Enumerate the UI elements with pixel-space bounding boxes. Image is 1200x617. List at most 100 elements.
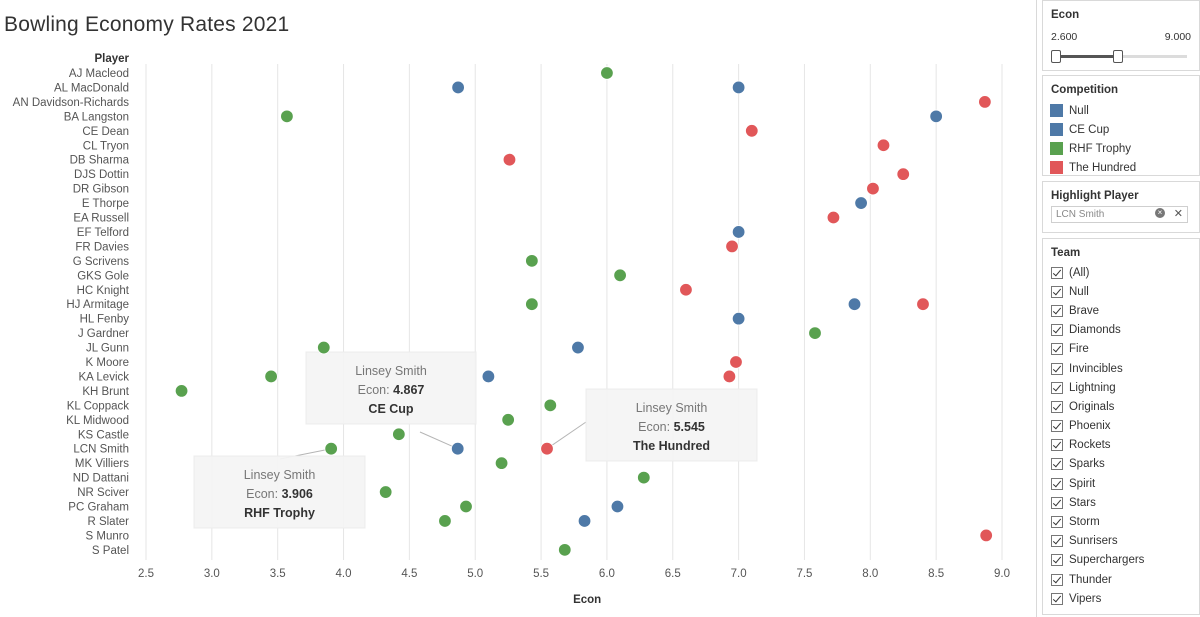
tooltip-econ-label: Econ: <box>638 420 673 434</box>
team-label: Diamonds <box>1069 324 1121 337</box>
checkbox-checked-icon[interactable] <box>1051 400 1063 413</box>
data-point <box>978 95 992 109</box>
checkbox-checked-icon[interactable] <box>1051 592 1063 605</box>
checkbox-checked-icon[interactable] <box>1051 420 1063 433</box>
team-label: Thunder <box>1069 573 1112 586</box>
team-label: Null <box>1069 285 1089 298</box>
data-point <box>459 499 473 514</box>
team-label: Invincibles <box>1069 362 1123 375</box>
checkbox-checked-icon[interactable] <box>1051 573 1063 586</box>
x-tick-label: 5.0 <box>467 568 483 580</box>
data-point <box>847 297 862 311</box>
team-filter-item[interactable]: Storm <box>1051 512 1199 531</box>
x-tick-label: 3.5 <box>270 568 286 580</box>
data-point <box>679 283 693 297</box>
competition-legend-item[interactable]: Null <box>1050 101 1199 120</box>
econ-range-slider[interactable] <box>1051 49 1187 65</box>
team-filter-item[interactable]: Null <box>1051 282 1199 301</box>
data-point <box>866 181 880 196</box>
econ-range-labels: 2.600 9.000 <box>1051 31 1191 43</box>
team-filter-item[interactable]: Stars <box>1051 493 1199 512</box>
team-filter-item[interactable]: Sparks <box>1051 455 1199 474</box>
data-point <box>525 297 539 311</box>
x-tick-label: 6.0 <box>599 568 615 580</box>
econ-filter-title: Econ <box>1051 9 1080 21</box>
scatter-plot: 2.5 3.0 3.5 4.0 4.5 5.0 5.5 6.0 6.5 7.0 7.5 8.0 8.5 9… <box>13 53 1010 606</box>
data-point <box>525 254 539 268</box>
team-filter-item[interactable]: Thunder <box>1051 570 1199 589</box>
checkbox-checked-icon[interactable] <box>1051 554 1063 567</box>
tooltip-player-name: Linsey Smith <box>636 401 708 415</box>
team-filter-item[interactable]: Sunrisers <box>1051 532 1199 551</box>
player-label: KL Coppack <box>67 400 129 412</box>
data-point <box>637 470 651 485</box>
team-filter-item[interactable]: Originals <box>1051 397 1199 416</box>
player-label: JL Gunn <box>86 343 129 355</box>
competition-legend-item[interactable]: The Hundred <box>1050 158 1199 177</box>
data-point <box>916 297 930 311</box>
tooltip-player-name: Linsey Smith <box>355 364 427 378</box>
team-filter-item[interactable]: Spirit <box>1051 474 1199 493</box>
team-label: Originals <box>1069 400 1115 413</box>
player-label: AJ Macleod <box>69 68 129 80</box>
highlight-player-value: LCN Smith <box>1056 209 1105 220</box>
data-point <box>481 369 496 384</box>
team-filter-item[interactable]: (All) <box>1051 263 1199 282</box>
tooltip-econ-label: Econ: <box>246 487 281 501</box>
x-tick-label: 6.5 <box>665 568 681 580</box>
checkbox-checked-icon[interactable] <box>1051 477 1063 490</box>
slider-min-handle[interactable] <box>1051 50 1061 63</box>
competition-legend-item[interactable]: CE Cup <box>1050 120 1199 139</box>
checkbox-checked-icon[interactable] <box>1051 285 1063 298</box>
team-filter-item[interactable]: Superchargers <box>1051 551 1199 570</box>
data-point <box>731 311 746 326</box>
data-point <box>558 543 572 557</box>
data-point <box>392 427 406 441</box>
slider-max-handle[interactable] <box>1113 50 1123 63</box>
checkbox-checked-icon[interactable] <box>1051 362 1063 375</box>
checkbox-checked-icon[interactable] <box>1051 324 1063 337</box>
checkbox-checked-icon[interactable] <box>1051 381 1063 394</box>
player-label: GKS Gole <box>77 270 129 282</box>
tooltip-player-name: Linsey Smith <box>244 468 316 482</box>
data-point <box>324 442 338 456</box>
data-point <box>438 514 452 528</box>
checkbox-checked-icon[interactable] <box>1051 458 1063 471</box>
x-tick-label: 7.5 <box>796 568 812 580</box>
checkbox-checked-icon[interactable] <box>1051 343 1063 356</box>
team-filter-item[interactable]: Lightning <box>1051 378 1199 397</box>
checkbox-checked-icon[interactable] <box>1051 535 1063 548</box>
checkbox-checked-icon[interactable] <box>1051 516 1063 529</box>
highlight-player-title: Highlight Player <box>1051 190 1139 202</box>
team-filter-item[interactable]: Invincibles <box>1051 359 1199 378</box>
team-filter-item[interactable]: Phoenix <box>1051 417 1199 436</box>
team-filter-item[interactable]: Vipers <box>1051 589 1199 608</box>
data-point <box>729 355 743 369</box>
player-label: R Slater <box>87 516 129 528</box>
data-point <box>876 138 891 152</box>
team-label: Sparks <box>1069 458 1105 471</box>
team-filter-title: Team <box>1051 247 1081 259</box>
data-point <box>451 442 465 456</box>
x-tick-label: 5.5 <box>533 568 549 580</box>
team-filter-item[interactable]: Fire <box>1051 340 1199 359</box>
checkbox-checked-icon[interactable] <box>1051 266 1063 279</box>
team-label: Stars <box>1069 496 1096 509</box>
checkbox-checked-icon[interactable] <box>1051 496 1063 509</box>
tooltip-econ-label: Econ: <box>358 383 393 397</box>
close-icon[interactable]: ✕ <box>1173 208 1183 220</box>
highlight-player-input[interactable]: LCN Smith × ✕ <box>1051 206 1188 223</box>
checkbox-checked-icon[interactable] <box>1051 304 1063 317</box>
data-point <box>264 369 278 384</box>
checkbox-checked-icon[interactable] <box>1051 439 1063 452</box>
competition-legend-item[interactable]: RHF Trophy <box>1050 139 1199 158</box>
data-point <box>501 413 515 427</box>
clear-icon[interactable]: × <box>1155 208 1165 218</box>
team-filter-item[interactable]: Diamonds <box>1051 321 1199 340</box>
team-filter-item[interactable]: Brave <box>1051 301 1199 320</box>
player-label: HJ Armitage <box>66 299 129 311</box>
team-label: Brave <box>1069 304 1100 317</box>
x-tick-label: 3.0 <box>204 568 220 580</box>
player-label: KL Midwood <box>66 415 129 427</box>
team-filter-item[interactable]: Rockets <box>1051 436 1199 455</box>
